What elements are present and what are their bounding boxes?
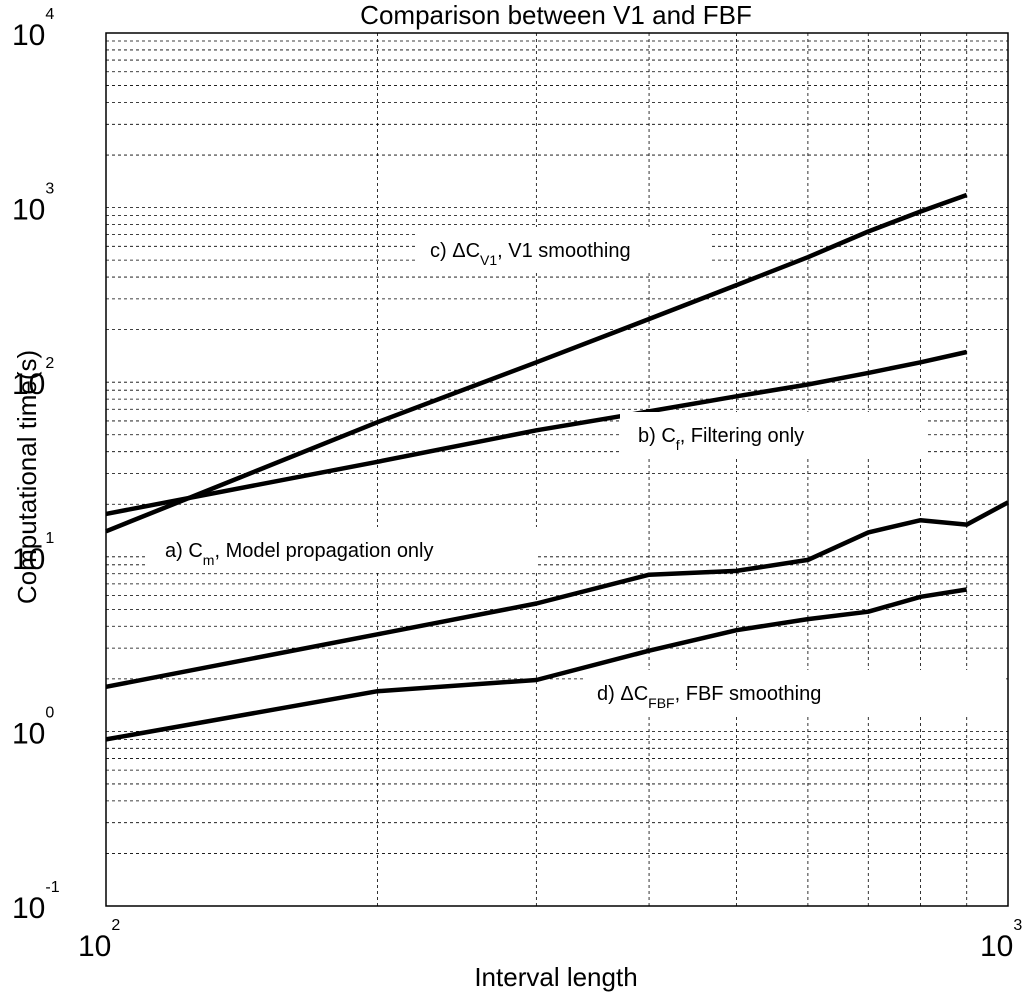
plot-frame [105,32,1009,907]
annotation-c: c) ΔCV1, V1 smoothing [430,240,631,268]
annotation-suffix: , Filtering only [680,425,805,447]
x-tick-base: 10 [78,930,111,963]
annotation-prefix: c) ΔC [430,240,480,262]
annotation-layer: c) ΔCV1, V1 smoothing b) Cf, Filtering on… [148,227,1005,716]
annotation-a: a) Cm, Model propagation only [165,540,434,568]
y-tick-base: 10 [12,19,45,52]
y-tick-base: 10 [12,717,45,750]
series-line-d [105,587,968,742]
x-tick-base: 10 [980,930,1013,963]
annotation-suffix: , Model propagation only [214,540,433,562]
annotation-prefix: b) C [638,425,676,447]
x-tick-label: 102 [78,917,120,963]
annotation-suffix: , V1 smoothing [497,240,630,262]
x-tick-exponent: 2 [111,917,120,934]
y-tick-base: 10 [12,368,45,401]
y-tick-exponent: 1 [45,530,54,547]
x-tick-label: 103 [980,917,1022,963]
series-layer [105,192,1010,742]
annotation-box-a [148,527,538,573]
y-tick-label: 101 [12,530,54,576]
x-axis-title: Interval length [474,962,637,992]
annotation-prefix: a) C [165,540,203,562]
grid [106,33,1008,906]
annotation-box-c [415,227,710,273]
y-tick-exponent: 3 [45,181,54,198]
y-tick-exponent: 4 [45,6,54,23]
annotation-d: d) ΔCFBF, FBF smoothing [597,683,821,711]
y-tick-label: 10-1 [12,879,60,925]
y-tick-label: 104 [12,6,54,52]
series-line-a [105,500,1010,690]
annotation-prefix: d) ΔC [597,683,648,705]
annotation-subscript: f [676,437,680,453]
y-axis-title: Computational time(s) [12,350,42,604]
series-line-c [105,192,968,534]
y-tick-label: 100 [12,704,54,750]
annotation-subscript: FBF [648,695,674,711]
annotation-suffix: , FBF smoothing [675,683,822,705]
y-tick-exponent: 2 [45,355,54,372]
chart-title: Comparison between V1 and FBF [360,0,752,30]
annotation-b: b) Cf, Filtering only [638,425,804,453]
y-tick-base: 10 [12,543,45,576]
y-tick-exponent: 0 [45,704,54,721]
series-line-b [105,349,968,517]
annotation-box-d [585,670,1005,716]
annotation-subscript: V1 [480,252,497,268]
y-tick-base: 10 [12,194,45,227]
annotation-subscript: m [203,552,215,568]
y-tick-label: 103 [12,181,54,227]
y-tick-exponent: -1 [45,879,59,896]
y-tick-label: 102 [12,355,54,401]
annotation-box-b [620,412,925,458]
y-tick-base: 10 [12,892,45,925]
x-tick-exponent: 3 [1013,917,1022,934]
